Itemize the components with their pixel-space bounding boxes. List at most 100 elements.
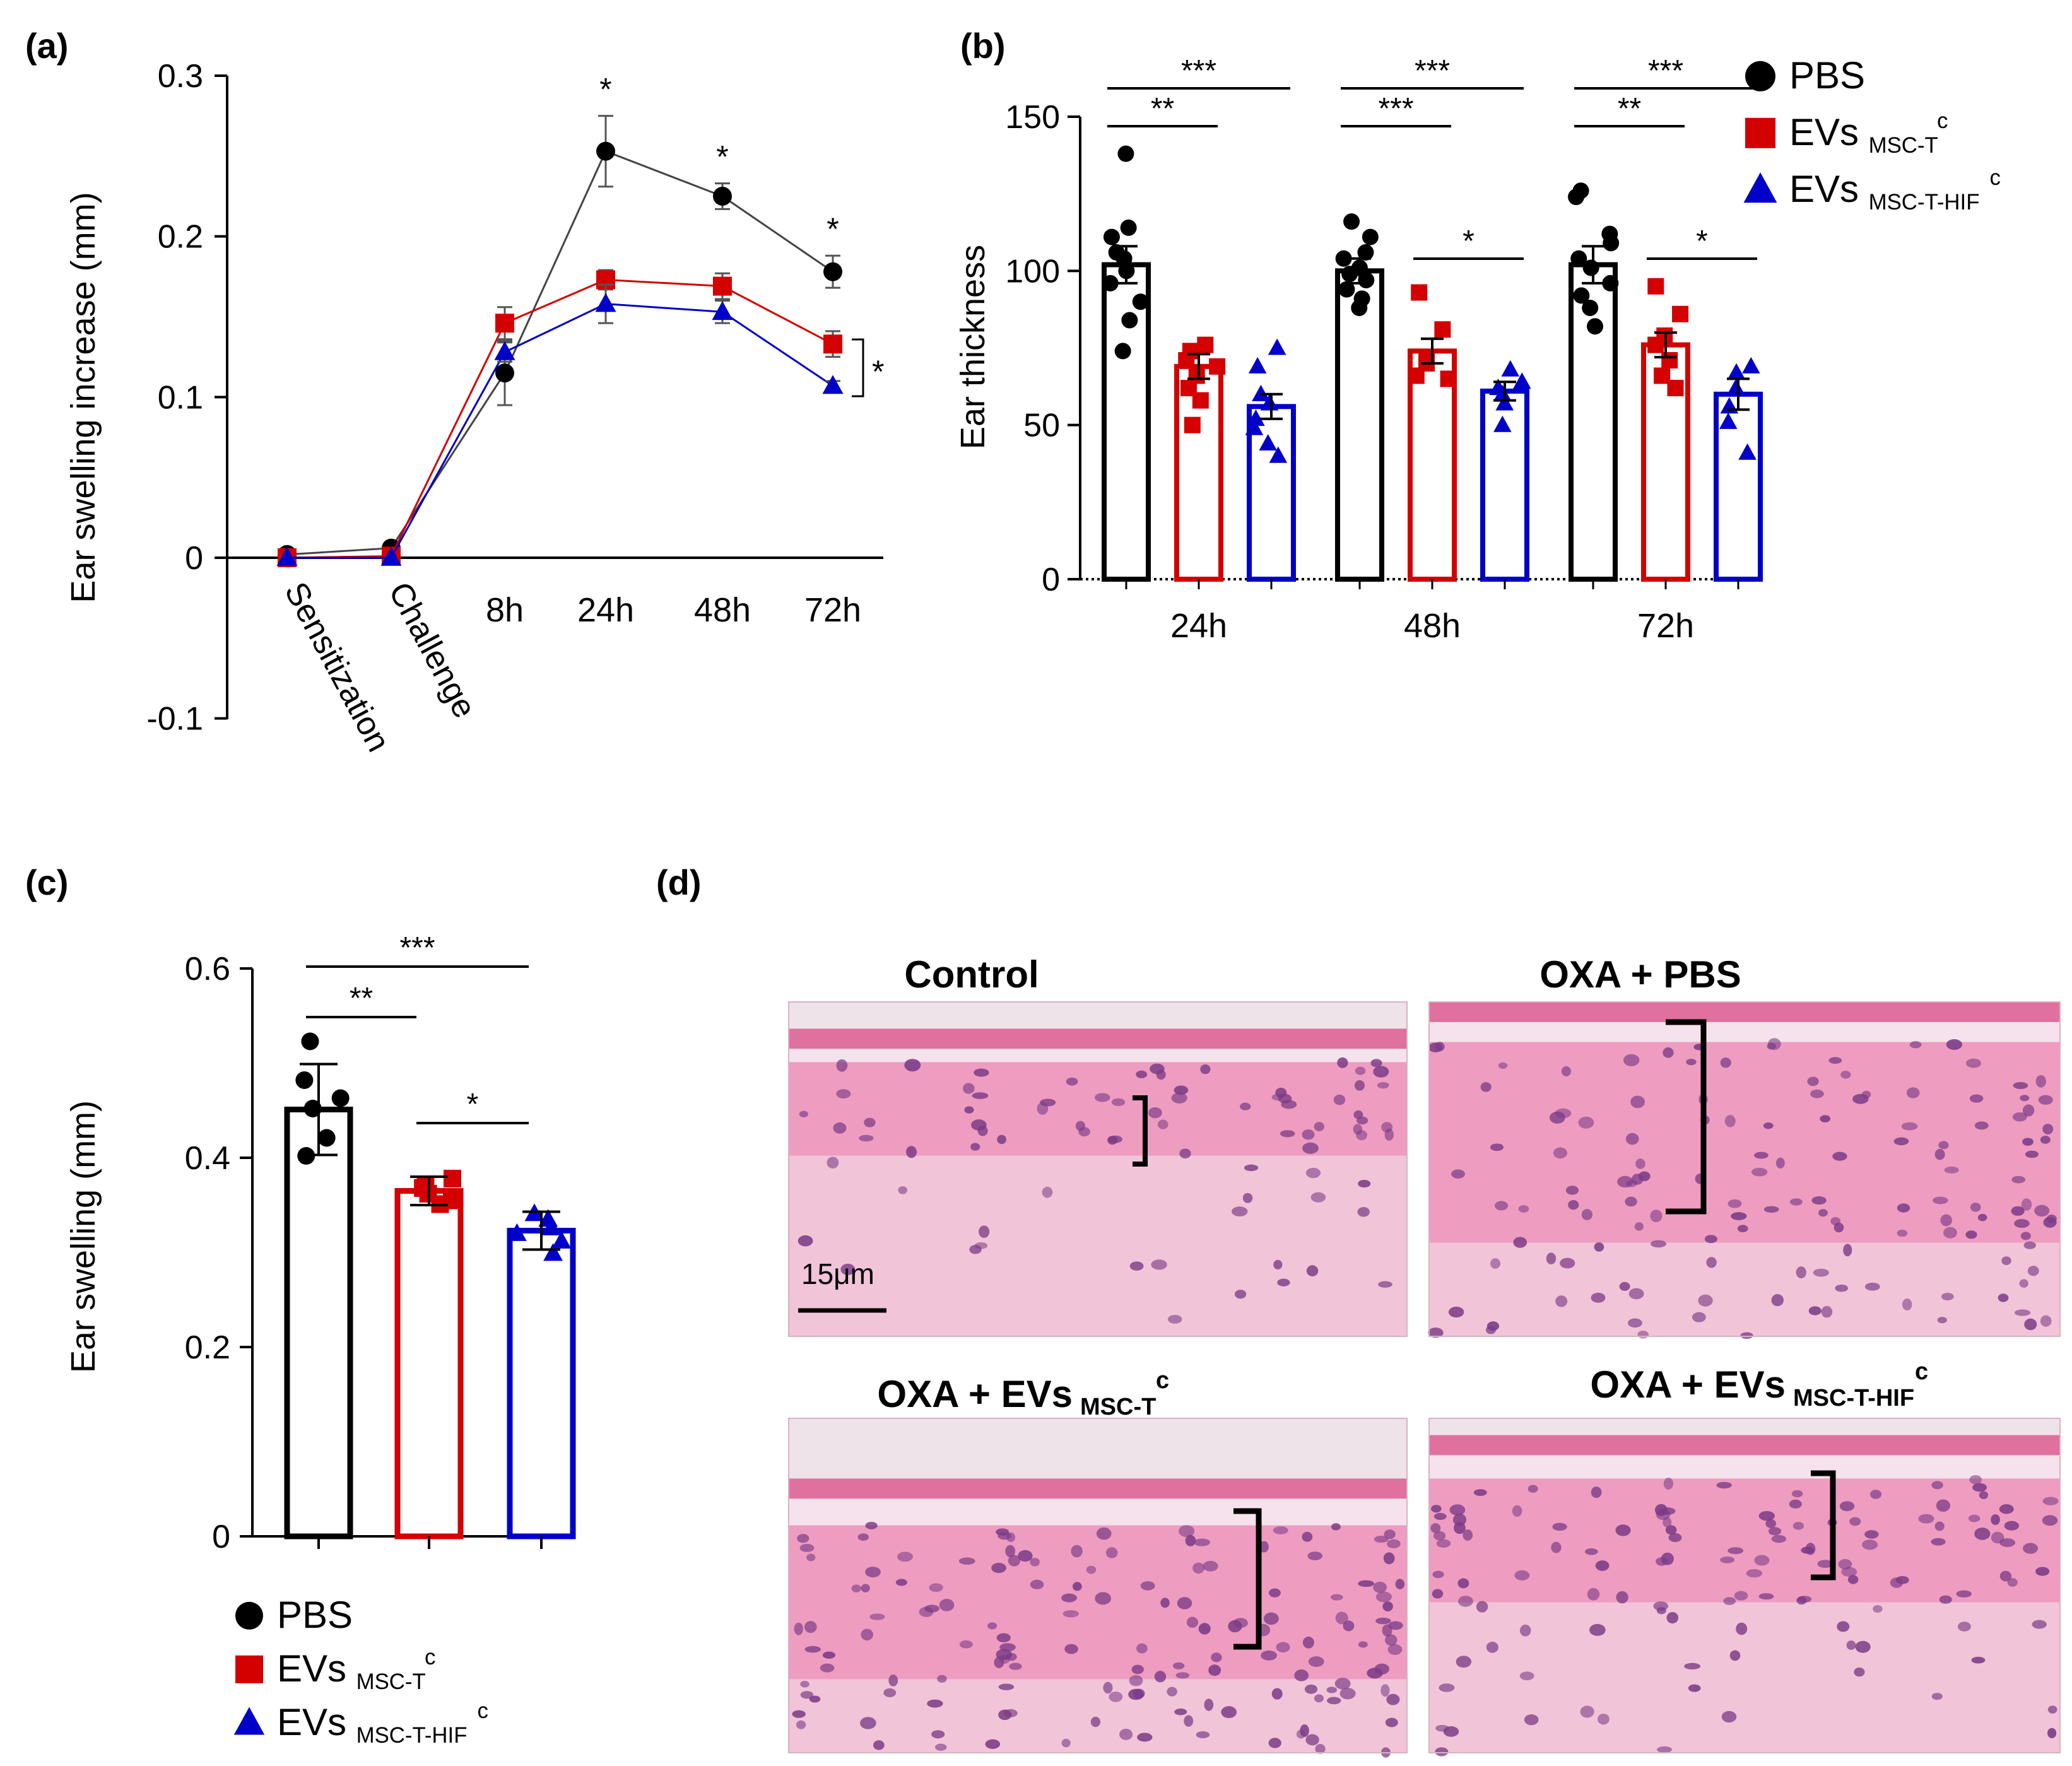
nucleus	[1591, 1292, 1606, 1303]
micrograph-oxa-msc-t-frame	[788, 1418, 1408, 1753]
micrograph-control	[788, 1001, 1408, 1337]
nucleus	[1184, 1715, 1194, 1727]
panel-label-c: (c)	[25, 862, 68, 902]
b-point-msc_t_hif	[1247, 409, 1265, 426]
nucleus	[1941, 1293, 1954, 1301]
legend-label-pbs: PBS	[277, 1594, 353, 1636]
b-y-axis-label: Ear thickness	[954, 245, 992, 449]
nucleus	[964, 1106, 974, 1114]
nucleus	[1326, 1687, 1338, 1693]
nucleus	[1661, 1552, 1674, 1565]
micrograph-oxa-msc-t-stratum-corneum	[789, 1478, 1407, 1499]
a-y-tick-label: 0	[185, 540, 203, 577]
nucleus	[1096, 1527, 1112, 1540]
nucleus	[1821, 1305, 1833, 1318]
nucleus	[1452, 1513, 1467, 1526]
nucleus	[888, 1675, 898, 1687]
b-point-msc_t	[1440, 370, 1457, 387]
nucleus	[1720, 1057, 1731, 1068]
nucleus	[1736, 1622, 1748, 1635]
nucleus	[1837, 1621, 1850, 1632]
nucleus	[1561, 1066, 1572, 1076]
a-series-line-pbs	[286, 150, 833, 556]
nucleus	[2011, 1206, 2025, 1216]
b-point-pbs	[1121, 312, 1138, 329]
nucleus	[1268, 1738, 1281, 1748]
nucleus	[1304, 1684, 1318, 1694]
nucleus	[2014, 1219, 2030, 1228]
nucleus	[1240, 1102, 1251, 1110]
nucleus	[1434, 1042, 1445, 1052]
nucleus	[804, 1645, 821, 1653]
nucleus	[1999, 1504, 2014, 1514]
a-point-msc_t	[495, 314, 514, 333]
nucleus	[1448, 1307, 1464, 1318]
nucleus	[1167, 1687, 1177, 1697]
nucleus	[1918, 1514, 1934, 1524]
nucleus	[1595, 1560, 1610, 1571]
nucleus	[1456, 1656, 1472, 1668]
nucleus	[1476, 1601, 1488, 1613]
nucleus	[869, 1613, 885, 1620]
nucleus	[1062, 1610, 1079, 1618]
c-point-2	[507, 1223, 527, 1241]
a-point-msc_t_hif	[595, 293, 616, 312]
nucleus	[1463, 1529, 1473, 1541]
nucleus	[799, 1543, 815, 1552]
nucleus	[1306, 1265, 1319, 1276]
nucleus	[1528, 1485, 1538, 1493]
nucleus	[1663, 1477, 1674, 1490]
nucleus	[2013, 1081, 2028, 1090]
nucleus	[1242, 1192, 1253, 1203]
b-point-pbs	[1362, 228, 1379, 245]
d-title-control: Control	[904, 953, 1039, 996]
nucleus	[1211, 1652, 1222, 1663]
nucleus	[1337, 1057, 1348, 1068]
nucleus	[1666, 1611, 1679, 1624]
c-significance-label: *	[467, 1088, 479, 1121]
nucleus	[1387, 1644, 1403, 1656]
nucleus	[1030, 1558, 1040, 1567]
nucleus	[1137, 1733, 1153, 1742]
b-point-msc_t	[1184, 416, 1201, 433]
b-point-msc_t_hif	[1248, 356, 1267, 374]
nucleus	[1315, 1744, 1326, 1754]
nucleus	[2014, 1309, 2031, 1316]
nucleus	[1514, 1570, 1530, 1581]
nucleus	[1619, 1281, 1630, 1291]
nucleus	[1512, 1505, 1522, 1517]
nucleus	[1167, 1315, 1182, 1324]
nucleus	[1198, 1623, 1211, 1635]
b-bar-pbs	[1335, 268, 1384, 582]
nucleus	[1373, 1066, 1389, 1078]
nucleus	[1160, 1598, 1170, 1608]
b-x-tick-label: 72h	[1637, 607, 1694, 645]
nucleus	[1771, 1534, 1787, 1543]
nucleus	[1580, 1705, 1594, 1718]
c-point-0	[303, 1100, 322, 1117]
nucleus	[1724, 1115, 1736, 1127]
nucleus	[1302, 1531, 1313, 1542]
nucleus	[1946, 1039, 1963, 1050]
nucleus	[1294, 1669, 1309, 1681]
nucleus	[1378, 1281, 1392, 1288]
nucleus	[970, 1143, 980, 1151]
a-point-msc_t	[823, 334, 842, 354]
a-y-tick-label: -0.1	[146, 701, 203, 738]
nucleus	[1768, 1527, 1782, 1536]
nucleus	[2023, 1241, 2036, 1249]
nucleus	[1789, 1198, 1803, 1206]
nucleus	[2035, 1567, 2050, 1576]
nucleus	[1934, 1148, 1945, 1160]
a-y-tick-label: 0.1	[158, 379, 203, 416]
nucleus	[798, 1235, 813, 1247]
nucleus	[2020, 1095, 2030, 1102]
legend-label-msc_t_hif: EVs	[1789, 168, 1859, 210]
nucleus	[1451, 1169, 1465, 1179]
nucleus	[1716, 1481, 1732, 1489]
b-bar-msc_t_hif	[1480, 388, 1529, 582]
c-y-tick-label: 0.2	[185, 1329, 230, 1366]
b-point-msc_t_hif	[1493, 384, 1512, 401]
nucleus	[1628, 1288, 1644, 1300]
nucleus	[1840, 1071, 1851, 1079]
